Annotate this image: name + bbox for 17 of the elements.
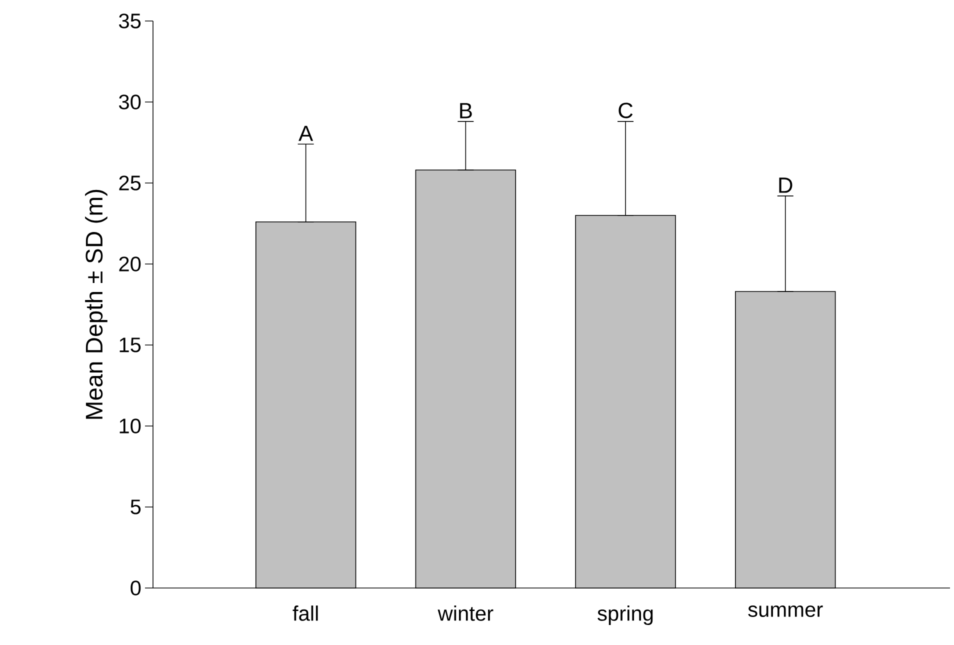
y-tick-label: 0	[130, 580, 141, 596]
x-tick-label: summer	[748, 606, 823, 617]
annotation: C	[618, 102, 633, 118]
annotation: B	[460, 103, 472, 118]
x-tick-label: winter	[438, 606, 494, 621]
y-axis-title: Mean Depth ± SD (m)	[85, 190, 108, 419]
y-tick-label: 15	[120, 338, 141, 352]
y-tick-label: 25	[119, 176, 141, 190]
annotation: A	[298, 126, 314, 141]
x-tick-label: spring	[598, 606, 653, 626]
y-tick-label: 5	[130, 500, 141, 514]
annotation: D	[779, 178, 792, 193]
y-tick-label: 35	[119, 14, 141, 28]
y-tick-label: 10	[120, 418, 141, 434]
y-tick-label: 20	[119, 256, 141, 272]
x-tick-label: fall	[292, 606, 318, 621]
y-tick-label: 30	[119, 94, 141, 110]
